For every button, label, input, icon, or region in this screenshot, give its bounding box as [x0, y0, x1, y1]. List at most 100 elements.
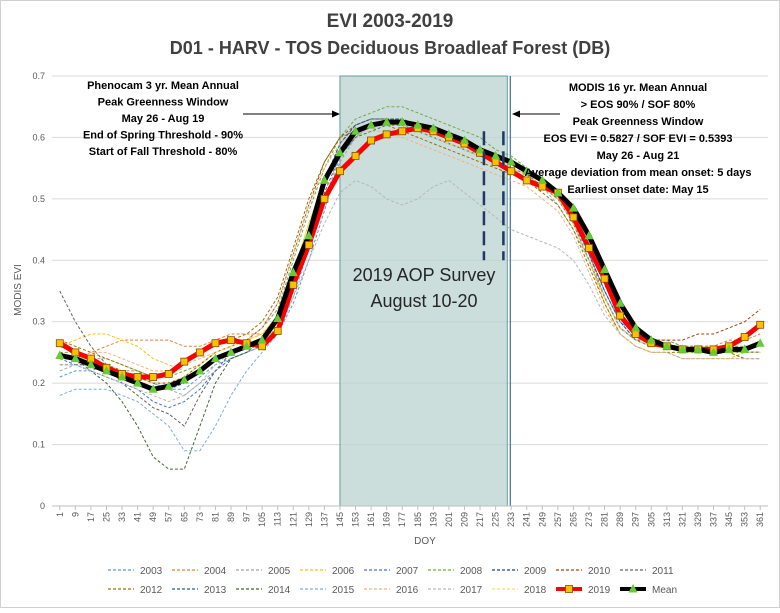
- x-tick-label: 337: [709, 512, 719, 527]
- x-tick-label: 353: [740, 512, 750, 527]
- x-tick-label: 9: [70, 512, 80, 517]
- x-tick-label: 113: [273, 512, 283, 526]
- x-tick-label: 33: [117, 512, 127, 522]
- x-tick-label: 233: [506, 512, 516, 527]
- marker-mean: [755, 338, 765, 347]
- x-tick-label: 265: [568, 512, 578, 527]
- x-tick-label: 329: [693, 512, 703, 527]
- legend-label: 2010: [588, 566, 611, 577]
- x-tick-label: 193: [428, 512, 438, 527]
- x-tick-label: 41: [133, 512, 143, 522]
- marker-mean: [491, 150, 501, 160]
- marker-mean: [506, 157, 516, 166]
- legend-marker-mean: [628, 584, 638, 593]
- modis-arrow-head: [512, 110, 520, 118]
- marker-2019: [258, 342, 267, 351]
- marker-mean: [304, 230, 314, 240]
- legend-label: Mean: [652, 585, 677, 596]
- marker-mean: [662, 341, 672, 350]
- marker-2019: [631, 330, 640, 338]
- marker-2019: [336, 167, 344, 176]
- marker-mean: [351, 126, 361, 135]
- x-tick-label: 105: [257, 512, 267, 527]
- x-tick-label: 73: [195, 512, 205, 522]
- x-tick-label: 273: [584, 512, 594, 527]
- x-tick-label: 345: [724, 512, 734, 527]
- y-tick-label: 0: [40, 501, 45, 511]
- marker-mean: [740, 344, 750, 353]
- marker-mean: [677, 344, 687, 353]
- marker-mean: [257, 335, 267, 344]
- marker-mean: [70, 353, 80, 363]
- x-tick-label: 321: [677, 512, 687, 527]
- marker-2019: [569, 213, 578, 222]
- x-tick-label: 1: [55, 512, 65, 517]
- marker-2019: [756, 320, 765, 329]
- x-tick-label: 81: [210, 512, 220, 522]
- x-tick-label: 257: [553, 512, 563, 527]
- x-tick-label: 209: [459, 512, 469, 527]
- marker-2019: [149, 373, 158, 381]
- marker-2019: [227, 336, 235, 345]
- x-tick-label: 225: [491, 512, 501, 527]
- x-axis-label: DOY: [414, 536, 436, 547]
- marker-mean: [288, 267, 298, 277]
- x-tick-label: 89: [226, 512, 236, 522]
- marker-mean: [273, 313, 283, 323]
- x-tick-label: 185: [413, 512, 423, 527]
- legend-marker-2019: [565, 585, 573, 593]
- x-tick-label: 297: [631, 512, 641, 527]
- modis-annotation-line: May 26 - Aug 21: [597, 150, 680, 162]
- legend-label: 2013: [204, 585, 227, 596]
- marker-2019: [538, 182, 547, 191]
- x-tick-label: 137: [319, 512, 329, 527]
- marker-mean: [631, 322, 641, 332]
- series-line-2019: [58, 125, 762, 380]
- x-tick-label: 49: [148, 512, 158, 522]
- series-line-mean: [59, 119, 762, 392]
- y-tick-label: 0.7: [32, 71, 45, 81]
- marker-mean: [397, 117, 407, 126]
- marker-2019: [304, 241, 313, 249]
- marker-mean: [242, 341, 252, 350]
- marker-mean: [117, 372, 127, 381]
- marker-mean: [101, 365, 111, 375]
- y-tick-label: 0.4: [32, 255, 45, 265]
- marker-mean: [553, 187, 563, 197]
- marker-mean: [522, 166, 532, 175]
- marker-mean: [382, 117, 392, 126]
- legend-label: 2008: [460, 566, 483, 577]
- legend-label: 2003: [140, 566, 163, 577]
- marker-2019: [211, 339, 220, 348]
- modis-annotation-line: EOS EVI = 0.5827 / SOF EVI = 0.5393: [544, 133, 733, 145]
- marker-mean: [179, 375, 189, 384]
- chart-subtitle: D01 - HARV - TOS Deciduous Broadleaf For…: [170, 38, 610, 58]
- marker-mean: [600, 264, 610, 273]
- x-tick-label: 25: [101, 512, 111, 522]
- marker-mean: [319, 175, 329, 184]
- y-tick-label: 0.3: [32, 317, 45, 327]
- x-tick-label: 169: [382, 512, 392, 527]
- marker-mean: [148, 384, 158, 393]
- marker-2019: [273, 327, 282, 335]
- marker-mean: [584, 230, 594, 240]
- modis-annotation-line: Average deviation from mean onset: 5 day…: [525, 167, 752, 179]
- x-tick-label: 161: [366, 512, 376, 527]
- series-markers: [55, 117, 765, 393]
- marker-2019: [398, 127, 407, 136]
- chart-title: EVI 2003-2019: [327, 11, 454, 32]
- marker-2019: [740, 333, 749, 341]
- marker-mean: [693, 344, 703, 353]
- x-tick-label: 177: [397, 512, 407, 527]
- marker-mean: [195, 365, 205, 375]
- marker-mean: [537, 175, 547, 184]
- x-tick-label: 313: [662, 512, 672, 527]
- modis-annotation-line: > EOS 90% / SOF 80%: [581, 99, 696, 111]
- legend-label: 2017: [460, 585, 483, 596]
- x-tick-label: 65: [179, 512, 189, 522]
- x-tick-label: 97: [242, 512, 252, 522]
- marker-mean: [55, 350, 65, 359]
- marker-mean: [568, 203, 578, 212]
- phenocam-annotation-line: End of Spring Threshold - 90%: [83, 130, 243, 142]
